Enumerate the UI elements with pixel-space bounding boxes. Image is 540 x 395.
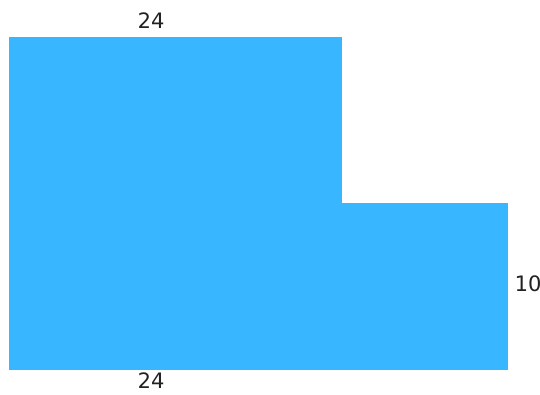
l-shaped-region [9,37,508,370]
right-height-label: 10 [515,272,540,296]
bottom-width-label: 24 [138,369,165,393]
top-width-label: 24 [138,9,165,33]
